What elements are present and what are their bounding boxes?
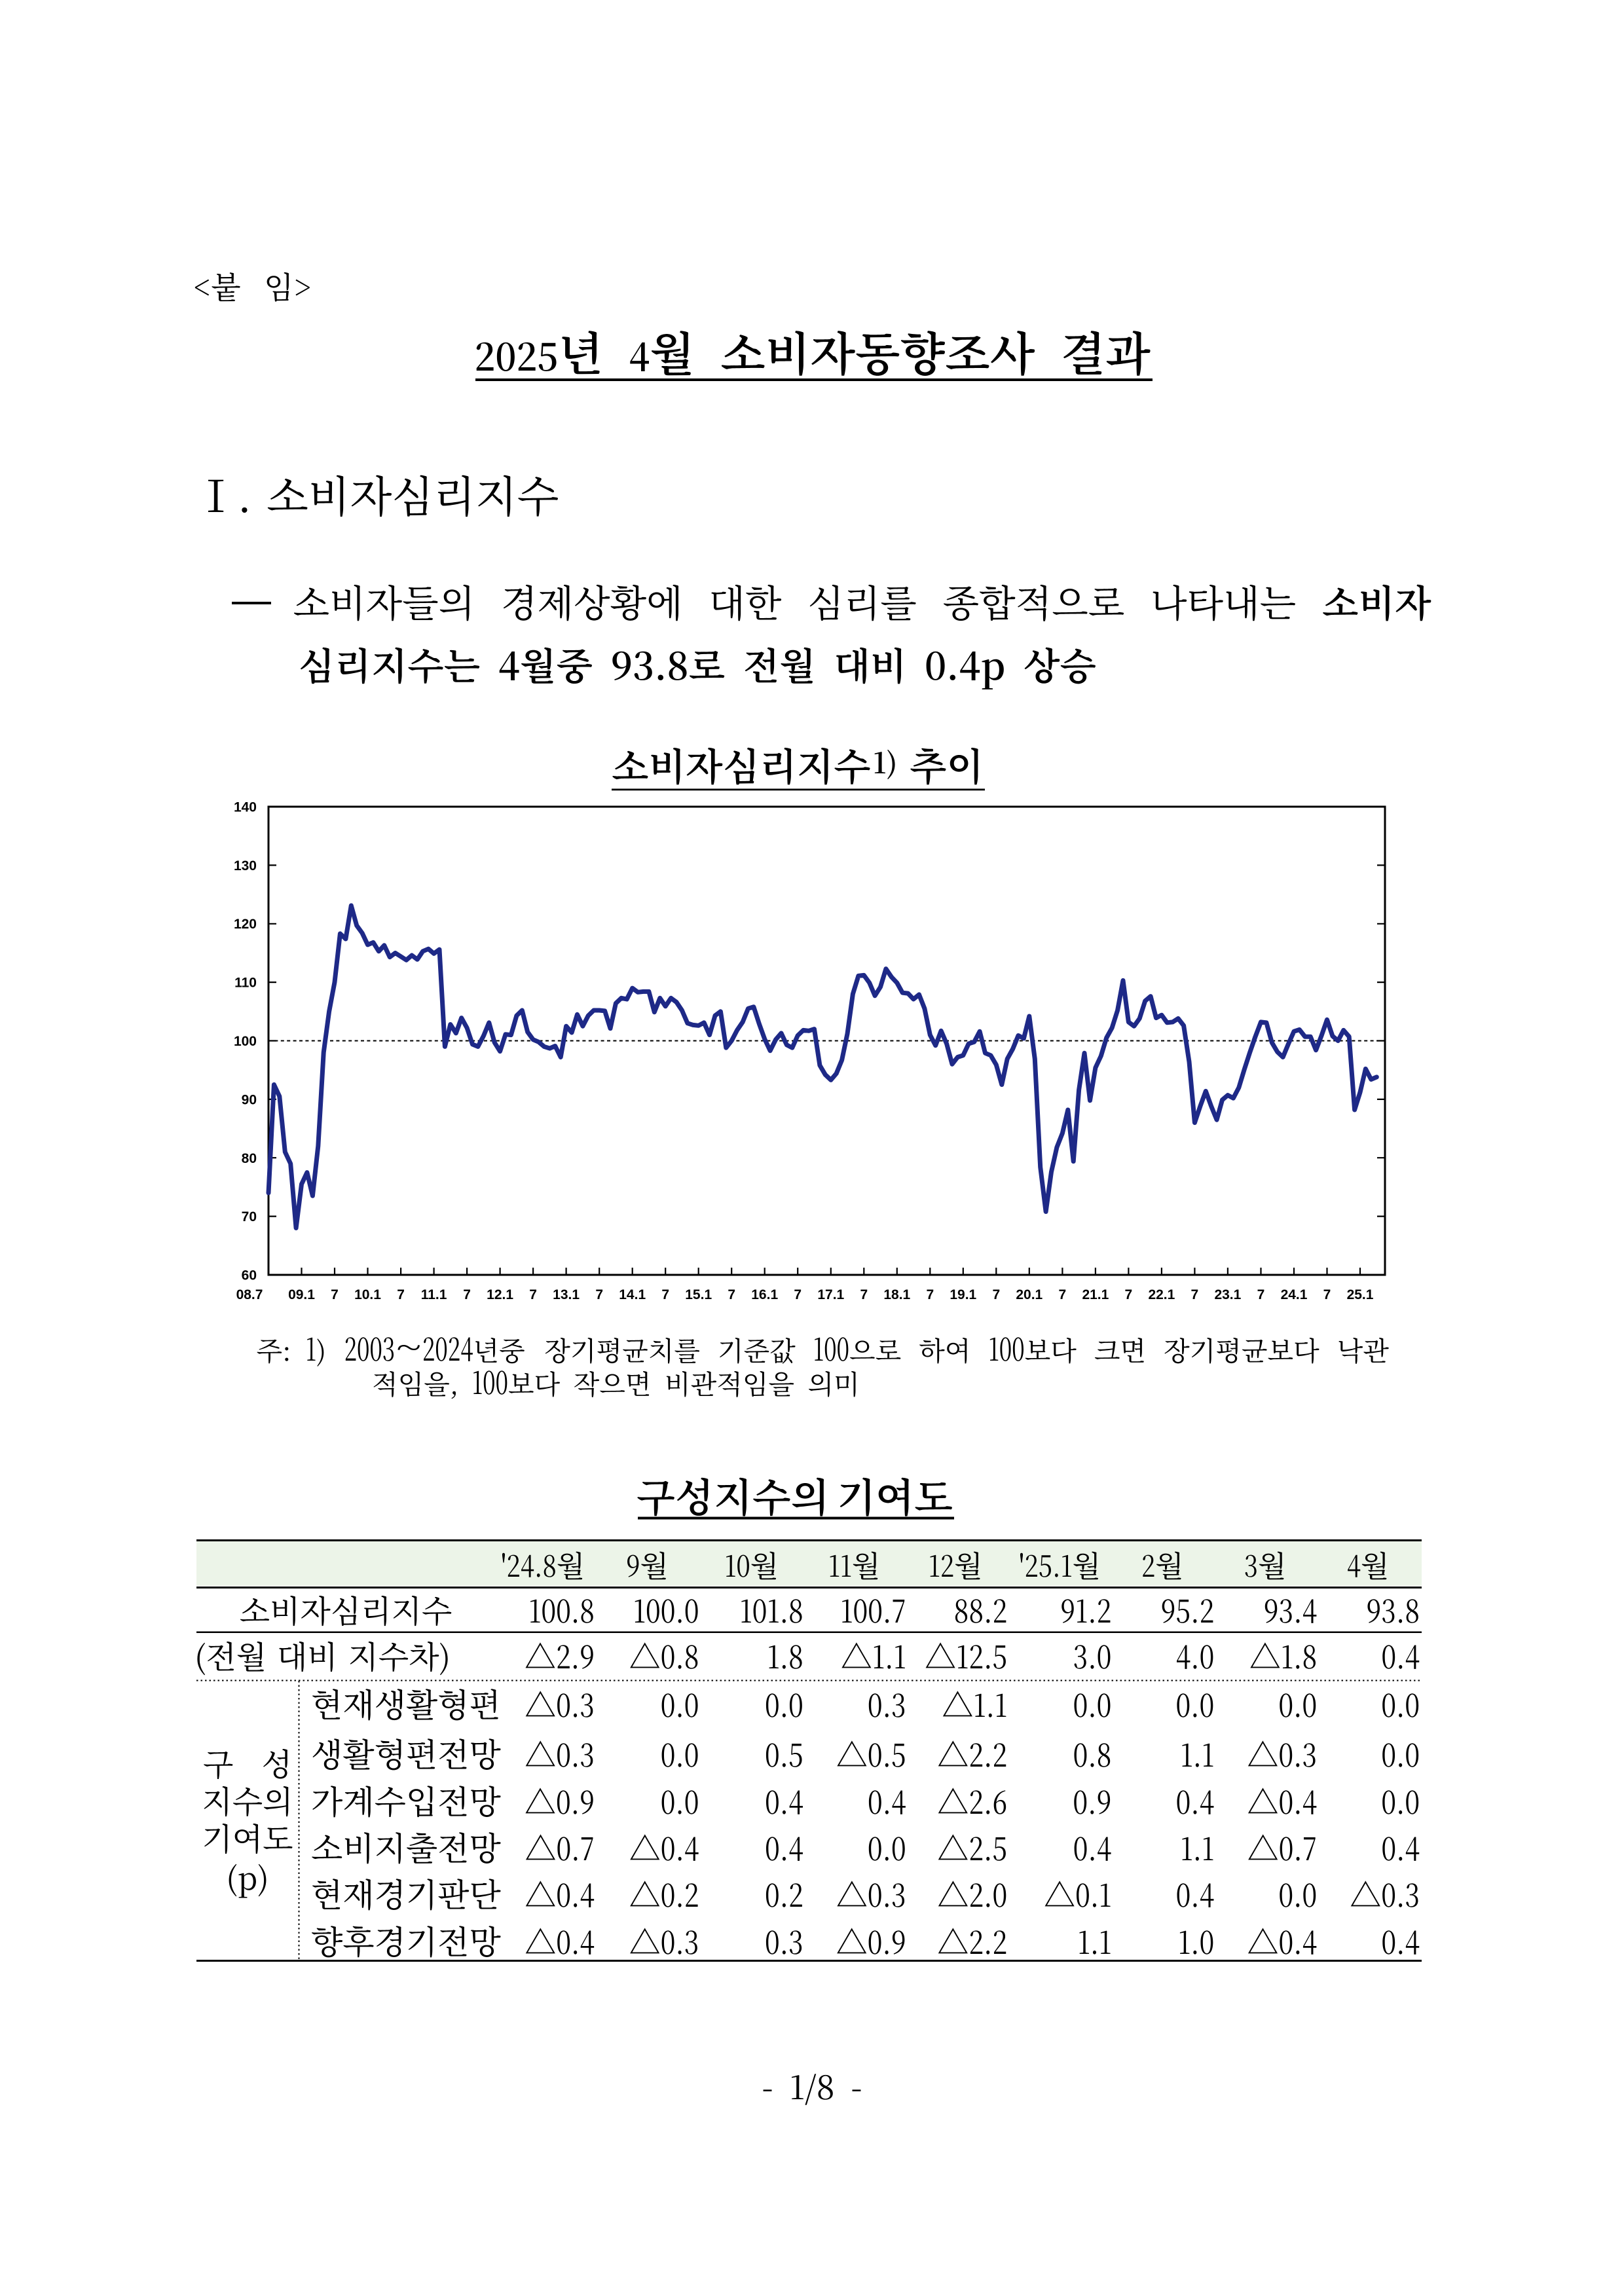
svg-text:7: 7 <box>1191 1287 1199 1302</box>
svg-text:90: 90 <box>242 1092 257 1107</box>
svg-text:140: 140 <box>234 800 257 815</box>
svg-text:7: 7 <box>529 1287 537 1302</box>
svg-text:7: 7 <box>1257 1287 1265 1302</box>
svg-text:120: 120 <box>234 917 257 932</box>
svg-text:10.1: 10.1 <box>354 1287 381 1302</box>
svg-text:21.1: 21.1 <box>1082 1287 1109 1302</box>
svg-text:25.1: 25.1 <box>1347 1287 1374 1302</box>
svg-text:20.1: 20.1 <box>1016 1287 1043 1302</box>
svg-text:7: 7 <box>661 1287 669 1302</box>
svg-text:11.1: 11.1 <box>421 1287 447 1302</box>
svg-text:7: 7 <box>463 1287 471 1302</box>
svg-text:16.1: 16.1 <box>751 1287 778 1302</box>
svg-text:70: 70 <box>242 1209 257 1224</box>
svg-text:7: 7 <box>1125 1287 1133 1302</box>
svg-text:17.1: 17.1 <box>817 1287 844 1302</box>
svg-text:110: 110 <box>234 976 257 991</box>
svg-text:7: 7 <box>794 1287 802 1302</box>
svg-text:23.1: 23.1 <box>1214 1287 1241 1302</box>
svg-text:80: 80 <box>242 1151 257 1166</box>
svg-text:7: 7 <box>331 1287 339 1302</box>
svg-text:12.1: 12.1 <box>487 1287 513 1302</box>
svg-text:7: 7 <box>1059 1287 1067 1302</box>
svg-text:09.1: 09.1 <box>288 1287 315 1302</box>
svg-text:7: 7 <box>1323 1287 1331 1302</box>
svg-text:7: 7 <box>860 1287 868 1302</box>
svg-text:15.1: 15.1 <box>685 1287 712 1302</box>
svg-text:100: 100 <box>234 1034 257 1049</box>
svg-text:14.1: 14.1 <box>619 1287 646 1302</box>
svg-text:13.1: 13.1 <box>553 1287 580 1302</box>
svg-text:08.7: 08.7 <box>236 1287 263 1302</box>
svg-text:7: 7 <box>992 1287 1000 1302</box>
svg-text:7: 7 <box>397 1287 405 1302</box>
svg-text:7: 7 <box>926 1287 934 1302</box>
svg-text:130: 130 <box>234 858 257 873</box>
svg-text:7: 7 <box>728 1287 735 1302</box>
svg-text:60: 60 <box>242 1268 257 1283</box>
svg-text:7: 7 <box>595 1287 603 1302</box>
svg-text:22.1: 22.1 <box>1148 1287 1175 1302</box>
svg-text:24.1: 24.1 <box>1281 1287 1308 1302</box>
svg-text:19.1: 19.1 <box>950 1287 976 1302</box>
svg-text:18.1: 18.1 <box>883 1287 910 1302</box>
